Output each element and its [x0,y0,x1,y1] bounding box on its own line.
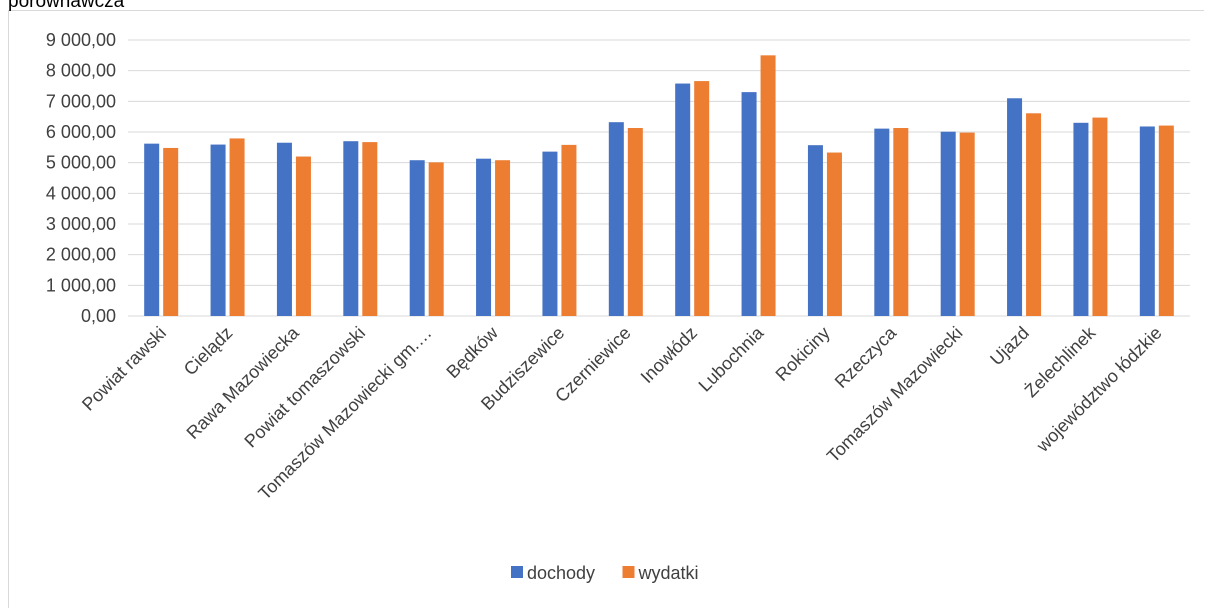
y-tick-label: 9 000,00 [46,30,116,50]
y-tick-label: 6 000,00 [46,122,116,142]
x-category-label: województwo łódzkie [1032,323,1166,457]
bar-dochody [409,160,425,316]
bar-wydatki [295,156,311,316]
bar-dochody [608,122,624,316]
x-category-label: Ujazd [986,323,1033,370]
bar-wydatki [959,132,975,316]
bar-wydatki [362,142,378,316]
bar-dochody [741,92,757,316]
bar-wydatki [163,147,179,316]
x-category-label: Rawa Mazowiecka [183,322,304,443]
legend-swatch [622,566,635,578]
bar-dochody [476,158,492,316]
bar-wydatki [627,128,643,316]
bar-wydatki [826,152,842,316]
bar-dochody [210,144,226,316]
bar-wydatki [694,81,710,317]
chart-title: porównawcza [8,0,125,12]
bar-wydatki [1158,125,1174,316]
bar-wydatki [760,55,776,316]
bar-dochody [675,83,691,317]
bar-dochody [1073,122,1089,316]
x-category-label: Będków [442,322,502,382]
bar-dochody [144,143,160,316]
x-category-label: Lubochnia [695,322,769,396]
bar-dochody [343,141,359,316]
x-category-label: Tomaszów Mazowiecki [823,323,967,467]
bar-dochody [940,131,956,316]
x-category-label: Powiat rawski [78,323,170,415]
y-tick-label: 8 000,00 [46,61,116,81]
y-tick-label: 3 000,00 [46,214,116,234]
x-category-label: Powiat tomaszowski [240,323,369,452]
x-category-label: Rokiciny [772,323,834,385]
series-dochody [144,83,1155,317]
y-tick-label: 7 000,00 [46,91,116,111]
y-tick-label: 1 000,00 [46,275,116,295]
bar-dochody [874,128,890,316]
y-axis-tick-labels: 0,00 1 000,00 2 000,00 3 000,00 4 000,00 5 00… [46,30,116,326]
bar-wydatki [1026,113,1042,316]
y-tick-label: 4 000,00 [46,183,116,203]
bar-wydatki [495,160,511,316]
y-tick-label: 2 000,00 [46,245,116,265]
legend-label: dochody [527,563,595,583]
bar-dochody [1139,126,1155,316]
x-category-label: Inowłódz [637,323,701,387]
bar-dochody [276,142,292,316]
bar-wydatki [893,128,909,316]
x-category-label: Cielądz [180,323,237,380]
legend-label: wydatki [638,563,699,583]
x-category-label: Rzeczyca [831,322,901,392]
bar-wydatki [229,138,245,316]
bar-dochody [542,151,558,316]
bar-wydatki [428,162,444,316]
bar-dochody [1007,98,1023,317]
chart-border [8,10,1204,608]
bar-dochody [807,145,823,316]
bar-wydatki [1092,117,1108,316]
legend-swatch [511,566,523,578]
y-tick-label: 0,00 [81,306,116,326]
bar-wydatki [561,144,577,316]
series-wydatki [163,55,1174,317]
legend: dochody wydatki [511,563,699,583]
y-tick-label: 5 000,00 [46,153,116,173]
bars [144,55,1174,317]
